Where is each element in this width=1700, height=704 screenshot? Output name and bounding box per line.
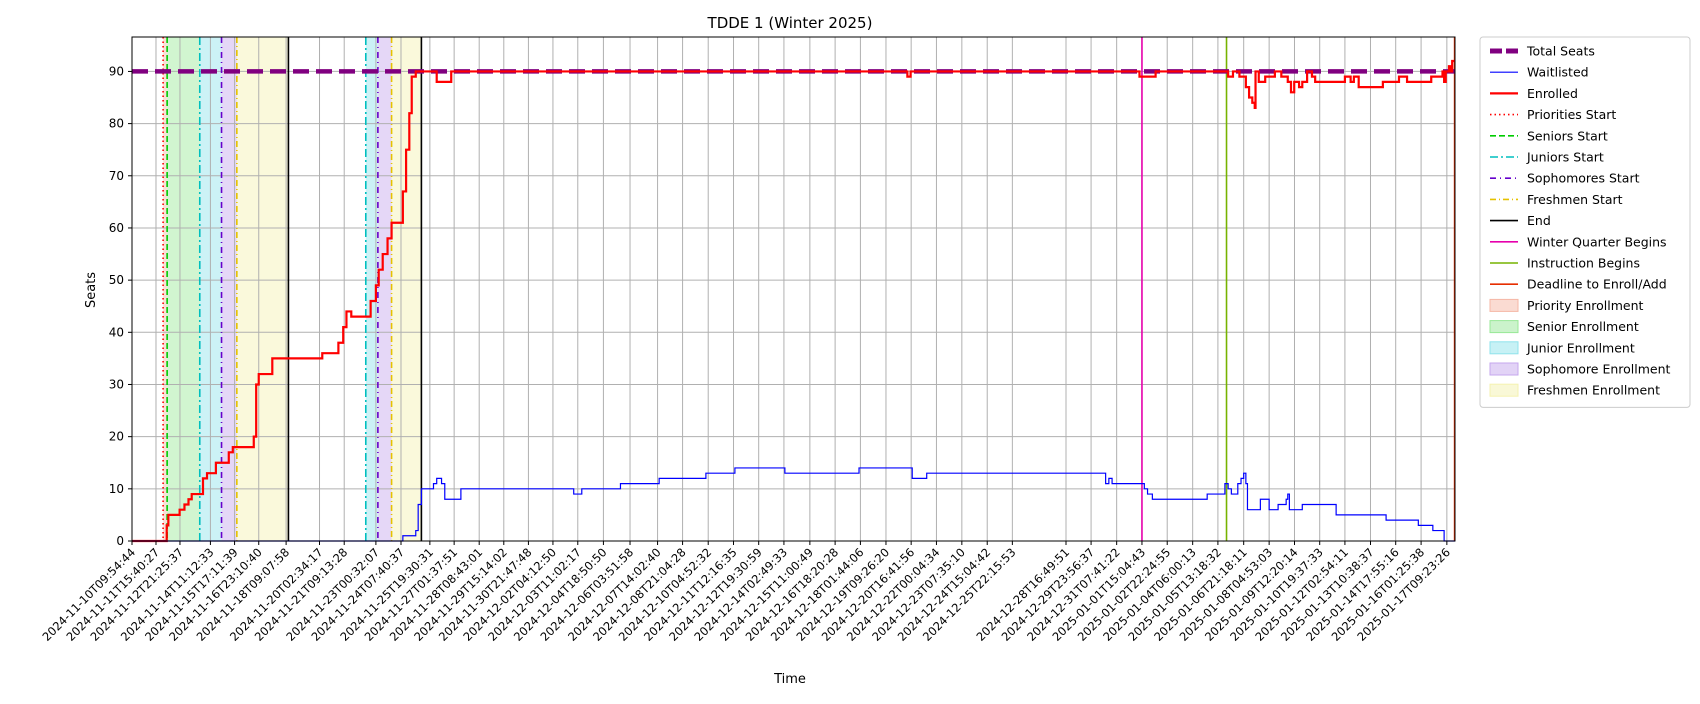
legend-label-priorities-start: Priorities Start <box>1527 107 1616 122</box>
y-tick-label: 40 <box>109 325 124 339</box>
band-freshmen-enrollment <box>236 37 289 541</box>
legend-swatch-freshmen-enrollment <box>1489 383 1519 397</box>
y-tick-label: 30 <box>109 377 124 391</box>
y-tick-label: 60 <box>109 221 124 235</box>
band-sophomore-enrollment <box>221 37 237 541</box>
x-axis-label: Time <box>773 672 806 687</box>
legend-label-freshmen-enrollment: Freshmen Enrollment <box>1527 383 1660 398</box>
chart-title: TDDE 1 (Winter 2025) <box>707 14 873 32</box>
band-priority-enrollment <box>163 37 168 541</box>
legend-label-end: End <box>1527 213 1551 228</box>
legend-label-sophomores-start: Sophomores Start <box>1527 171 1640 186</box>
legend-label-waitlisted: Waitlisted <box>1527 65 1589 80</box>
legend-label-junior-enrollment: Junior Enrollment <box>1526 340 1635 355</box>
y-tick-label: 50 <box>109 273 124 287</box>
legend-label-seniors-start: Seniors Start <box>1527 128 1608 143</box>
plot-area: 01020304050607080902024-11-10T09:54:4420… <box>39 36 1456 644</box>
band-senior-enrollment <box>167 37 200 541</box>
y-tick-label: 0 <box>116 534 124 548</box>
legend-label-instruction-begins: Instruction Begins <box>1527 256 1640 271</box>
y-tick-label: 80 <box>109 117 124 131</box>
legend-swatch-sophomore-enrollment <box>1489 362 1519 376</box>
legend-label-deadline-to-enroll-add: Deadline to Enroll/Add <box>1527 277 1667 292</box>
series-enrolled <box>132 59 1455 543</box>
y-tick-label: 10 <box>109 482 124 496</box>
legend-label-winter-quarter-begins: Winter Quarter Begins <box>1527 234 1667 249</box>
legend-swatch-priority-enrollment <box>1489 298 1519 312</box>
legend-label-juniors-start: Juniors Start <box>1526 150 1604 165</box>
legend-label-enrolled: Enrolled <box>1527 86 1578 101</box>
band-freshmen-enrollment <box>391 37 422 541</box>
legend-label-priority-enrollment: Priority Enrollment <box>1527 298 1644 313</box>
y-tick-label: 20 <box>109 430 124 444</box>
legend-frame <box>1479 36 1691 408</box>
legend-label-sophomore-enrollment: Sophomore Enrollment <box>1527 362 1671 377</box>
y-tick-label: 70 <box>109 169 124 183</box>
y-tick-label: 90 <box>109 64 124 78</box>
legend-swatch-senior-enrollment <box>1489 320 1519 334</box>
series-waitlisted <box>132 467 1455 542</box>
plot-frame <box>131 36 1456 542</box>
legend: Total Seats Waitlisted Enrolled Priorities … <box>1479 36 1691 408</box>
legend-label-senior-enrollment: Senior Enrollment <box>1527 319 1639 334</box>
legend-label-total-seats: Total Seats <box>1526 44 1595 59</box>
band-junior-enrollment <box>365 37 378 541</box>
legend-swatch-junior-enrollment <box>1489 341 1519 355</box>
y-axis-label: Seats <box>84 272 99 308</box>
legend-label-freshmen-start: Freshmen Start <box>1527 192 1623 207</box>
band-sophomore-enrollment <box>377 37 392 541</box>
